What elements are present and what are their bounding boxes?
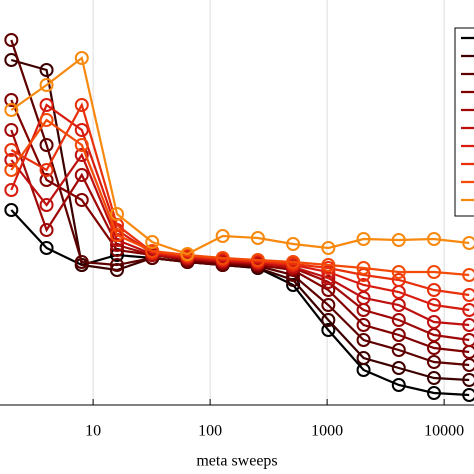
marker [4, 103, 19, 117]
marker [426, 355, 441, 369]
marker [391, 378, 406, 392]
marker [426, 386, 441, 400]
marker [356, 232, 371, 246]
marker [4, 163, 19, 177]
marker [39, 173, 54, 187]
marker [4, 183, 19, 197]
marker [39, 198, 54, 212]
marker [74, 168, 89, 182]
marker [145, 244, 160, 258]
marker [286, 237, 301, 251]
marker [4, 33, 19, 47]
marker [4, 143, 19, 157]
marker [4, 203, 19, 217]
marker [250, 231, 265, 245]
marker [426, 315, 441, 329]
marker [356, 333, 371, 347]
marker [321, 313, 336, 327]
marker [321, 323, 336, 337]
marker [110, 258, 125, 272]
x-tick-label: 10000 [424, 423, 464, 440]
marker [321, 258, 336, 272]
marker [426, 298, 441, 312]
marker [356, 261, 371, 275]
marker [462, 318, 474, 332]
marker [39, 113, 54, 127]
marker [462, 268, 474, 282]
marker [356, 351, 371, 365]
marker [321, 298, 336, 312]
marker [74, 255, 89, 269]
marker [462, 303, 474, 317]
marker [321, 241, 336, 255]
marker [426, 232, 441, 246]
marker [4, 93, 19, 107]
marker [110, 207, 125, 221]
series-line [10, 39, 470, 367]
marker [462, 333, 474, 347]
marker [356, 278, 371, 292]
marker [215, 251, 230, 265]
marker [180, 247, 195, 261]
marker [74, 98, 89, 112]
x-tick-label: 10 [85, 423, 101, 440]
marker [391, 233, 406, 247]
marker [356, 318, 371, 332]
marker [4, 123, 19, 137]
marker [74, 51, 89, 65]
marker [462, 236, 474, 250]
marker [74, 193, 89, 207]
marker [110, 228, 125, 242]
marker [145, 235, 160, 249]
marker [39, 63, 54, 77]
marker [426, 283, 441, 297]
marker [39, 241, 54, 255]
marker [74, 123, 89, 137]
x-tick-label: 100 [198, 423, 222, 440]
marker [391, 265, 406, 279]
x-tick-label: 1000 [311, 423, 343, 440]
marker [426, 265, 441, 279]
marker [391, 343, 406, 357]
marker [74, 138, 89, 152]
marker [39, 223, 54, 237]
marker [426, 371, 441, 385]
marker [462, 288, 474, 302]
marker [462, 388, 474, 402]
marker [215, 229, 230, 243]
x-axis-label: meta sweeps [196, 453, 277, 470]
marker [391, 273, 406, 287]
marker [39, 163, 54, 177]
marker [462, 373, 474, 387]
marker [39, 138, 54, 152]
marker [391, 361, 406, 375]
marker [250, 253, 265, 267]
marker [286, 255, 301, 269]
marker [39, 98, 54, 112]
marker [74, 148, 89, 162]
marker [39, 78, 54, 92]
marker [391, 313, 406, 327]
marker [391, 328, 406, 342]
